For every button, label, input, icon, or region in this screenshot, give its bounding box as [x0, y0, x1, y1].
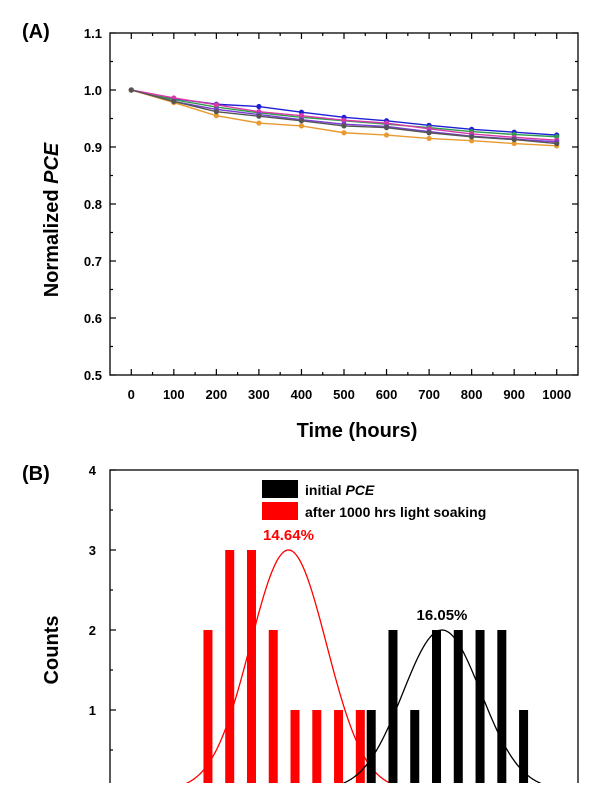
panel-b-ylabel: Counts	[41, 616, 63, 685]
panel-a-series-point-4	[426, 135, 432, 142]
panel-a-xlabel: Time (hours)	[297, 420, 418, 442]
panel-b-bar-1	[388, 630, 398, 788]
panel-b-ytick-label: 1	[89, 703, 96, 718]
legend-label-initial: initial PCE	[305, 482, 375, 498]
panel-a-series-point-4	[511, 140, 517, 147]
panel-b-bar-1	[366, 710, 376, 788]
panel-a-series-point-5	[554, 140, 560, 147]
panel-a-ylabel: Normalized PCE	[41, 142, 63, 297]
panel-a-plot: 0 100 200 300 400 500 600 700 800 900 1000 0.5 0.6 0.…	[84, 26, 579, 402]
panel-a-series-point-4	[383, 132, 390, 138]
panel-a-xtick-label: 1000	[542, 387, 571, 402]
panel-a-ytick-label: 0.5	[84, 368, 102, 383]
panel-a-series-point-2	[213, 102, 219, 108]
panel-a-xtick-label: 100	[163, 387, 185, 402]
panel-a-ytick-label: 0.8	[84, 197, 102, 212]
panel-a-series-point-5	[469, 134, 475, 140]
panel-b-bar-0	[225, 550, 235, 788]
panel-a-ytick-label: 0.6	[84, 311, 102, 326]
panel-a-ytick-label: 1.0	[84, 83, 102, 98]
panel-a-xtick-label: 700	[418, 387, 440, 402]
panel-b-ytick-label: 3	[89, 543, 96, 558]
panel-a-xtick-label: 0	[128, 387, 135, 402]
panel-b-legend: initial PCE after 1000 hrs light soaking	[262, 480, 486, 520]
panel-b-ytick-label: 4	[89, 463, 97, 478]
panel-b-plot: 0123414.64%16.05%	[89, 463, 579, 788]
panel-b-bar-0	[268, 630, 278, 788]
panel-a-series-point-5	[171, 98, 177, 104]
panel-a-ytick-label: 0.7	[84, 254, 102, 269]
panel-a-series-point-2	[298, 113, 305, 119]
panel-a-ytick-label: 1.1	[84, 26, 102, 41]
panel-b-peak-label-0: 14.64%	[263, 527, 314, 544]
legend-label-after: after 1000 hrs light soaking	[305, 504, 486, 520]
panel-a-series-point-5	[383, 125, 390, 131]
panel-b-label: (B)	[22, 463, 50, 485]
panel-a-xtick-label: 200	[206, 387, 228, 402]
panel-a-series-point-4	[256, 120, 262, 126]
panel-a-series-point-5	[128, 87, 134, 93]
panel-a-xtick-label: 500	[333, 387, 355, 402]
panel-b-bar-1	[475, 630, 485, 788]
panel-b-ytick-label: 2	[89, 623, 96, 638]
panel-b-bar-0	[290, 710, 300, 788]
panel-a-ytick-label: 0.9	[84, 140, 102, 155]
panel-b-bar-0	[246, 550, 256, 788]
panel-a-series-point-5	[298, 118, 305, 124]
panel-b-bar-1	[410, 710, 420, 788]
panel-a-series-line-1	[131, 89, 557, 138]
panel-a-series-point-4	[469, 138, 475, 144]
panel-a-series-point-5	[256, 113, 262, 119]
panel-a-series-point-5	[511, 136, 517, 143]
panel-b-fit-curve-1	[320, 629, 564, 788]
legend-label-initial-italic: PCE	[345, 482, 374, 498]
panel-b-peak-label-1: 16.05%	[417, 607, 468, 624]
panel-a-label: (A)	[22, 21, 50, 43]
panel-a-xtick-label: 400	[291, 387, 313, 402]
panel-b-bar-0	[334, 710, 344, 788]
panel-a-series-point-5	[341, 123, 347, 129]
panel-a-xtick-label: 900	[503, 387, 525, 402]
panel-a-series-point-4	[298, 123, 305, 129]
panel-a-series-point-5	[213, 109, 219, 115]
panel-b-bar-1	[453, 630, 463, 788]
panel-b-bar-1	[519, 710, 529, 788]
panel-a-ylabel-prefix: Normalized	[41, 184, 63, 297]
panel-b-bar-0	[312, 710, 322, 788]
panel-a-xtick-label: 800	[461, 387, 483, 402]
legend-swatch-initial	[262, 480, 298, 498]
panel-a-series-point-5	[426, 130, 432, 136]
panel-b-bar-0	[203, 630, 213, 788]
panel-b-bar-1	[497, 630, 507, 788]
panel-a-ylabel-italic: PCE	[41, 142, 63, 184]
legend-label-initial-text: initial	[305, 482, 345, 498]
panel-a-series-point-4	[213, 113, 219, 119]
panel-a-series-point-0	[256, 103, 262, 110]
panel-a-xtick-label: 300	[248, 387, 270, 402]
panel-a-series-point-4	[341, 130, 347, 136]
panel-a-xtick-label: 600	[376, 387, 398, 402]
panel-a-frame	[109, 32, 579, 376]
panel-b-bar-1	[432, 630, 442, 788]
legend-swatch-after	[262, 502, 298, 520]
panel-a-series-point-2	[341, 117, 347, 123]
